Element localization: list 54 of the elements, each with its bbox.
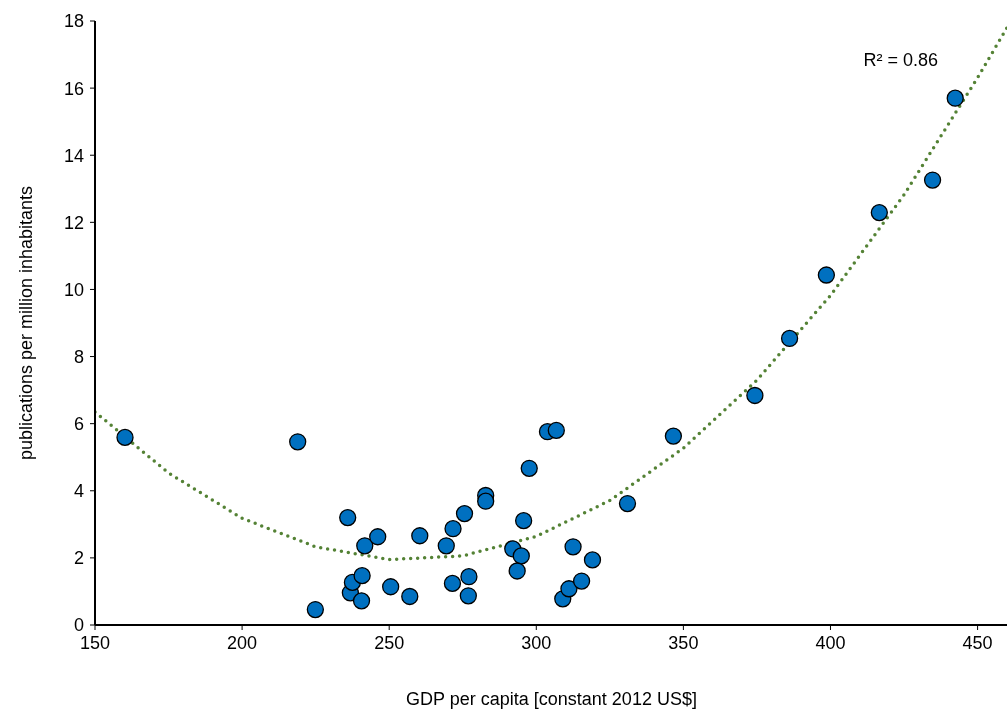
point	[946, 89, 964, 107]
point	[382, 578, 400, 596]
point	[356, 537, 374, 555]
x-tick-label: 350	[668, 632, 699, 653]
y-tick-label: 6	[73, 414, 84, 435]
y-tick-label: 8	[73, 346, 84, 367]
point	[116, 428, 134, 447]
point	[817, 266, 836, 284]
point	[459, 587, 477, 605]
point	[923, 171, 942, 189]
point	[353, 567, 371, 585]
y-axis-title: publications per million inhabitants	[16, 185, 36, 461]
point	[455, 504, 474, 523]
point	[508, 562, 526, 580]
point	[547, 421, 565, 440]
y-tick-label: 18	[63, 11, 84, 32]
line-series	[95, 25, 1007, 562]
point	[306, 600, 324, 619]
point	[520, 459, 538, 477]
point	[512, 547, 530, 565]
x-tick-label: 250	[374, 632, 405, 653]
y-tick-label: 4	[73, 481, 84, 502]
point	[437, 537, 455, 555]
point	[339, 508, 357, 527]
point	[780, 329, 799, 348]
point	[560, 580, 578, 598]
y-tick-label: 14	[63, 145, 84, 166]
x-tick-label: 400	[815, 632, 846, 653]
point	[870, 203, 888, 222]
point	[664, 427, 683, 445]
point	[289, 433, 307, 451]
x-tick-label: 200	[227, 632, 258, 653]
y-tick-label: 10	[63, 279, 84, 300]
point	[572, 572, 591, 590]
point	[369, 528, 387, 546]
x-tick-label: 300	[521, 632, 552, 653]
point	[514, 511, 533, 530]
x-axis-title: GDP per capita [constant 2012 US$]	[406, 689, 697, 709]
y-tick-label: 16	[63, 78, 84, 99]
point	[411, 527, 429, 545]
point	[618, 494, 637, 513]
point	[401, 587, 419, 606]
point	[444, 520, 462, 538]
x-tick-label: 450	[962, 632, 993, 653]
point	[460, 568, 478, 586]
point	[564, 538, 582, 556]
y-tick-label: 12	[63, 212, 84, 233]
point	[352, 592, 371, 610]
point	[583, 551, 602, 569]
annotation: R² = 0.86	[863, 50, 938, 70]
point	[746, 386, 764, 405]
point	[443, 574, 462, 593]
y-tick-label: 2	[73, 548, 84, 569]
point	[477, 492, 495, 510]
